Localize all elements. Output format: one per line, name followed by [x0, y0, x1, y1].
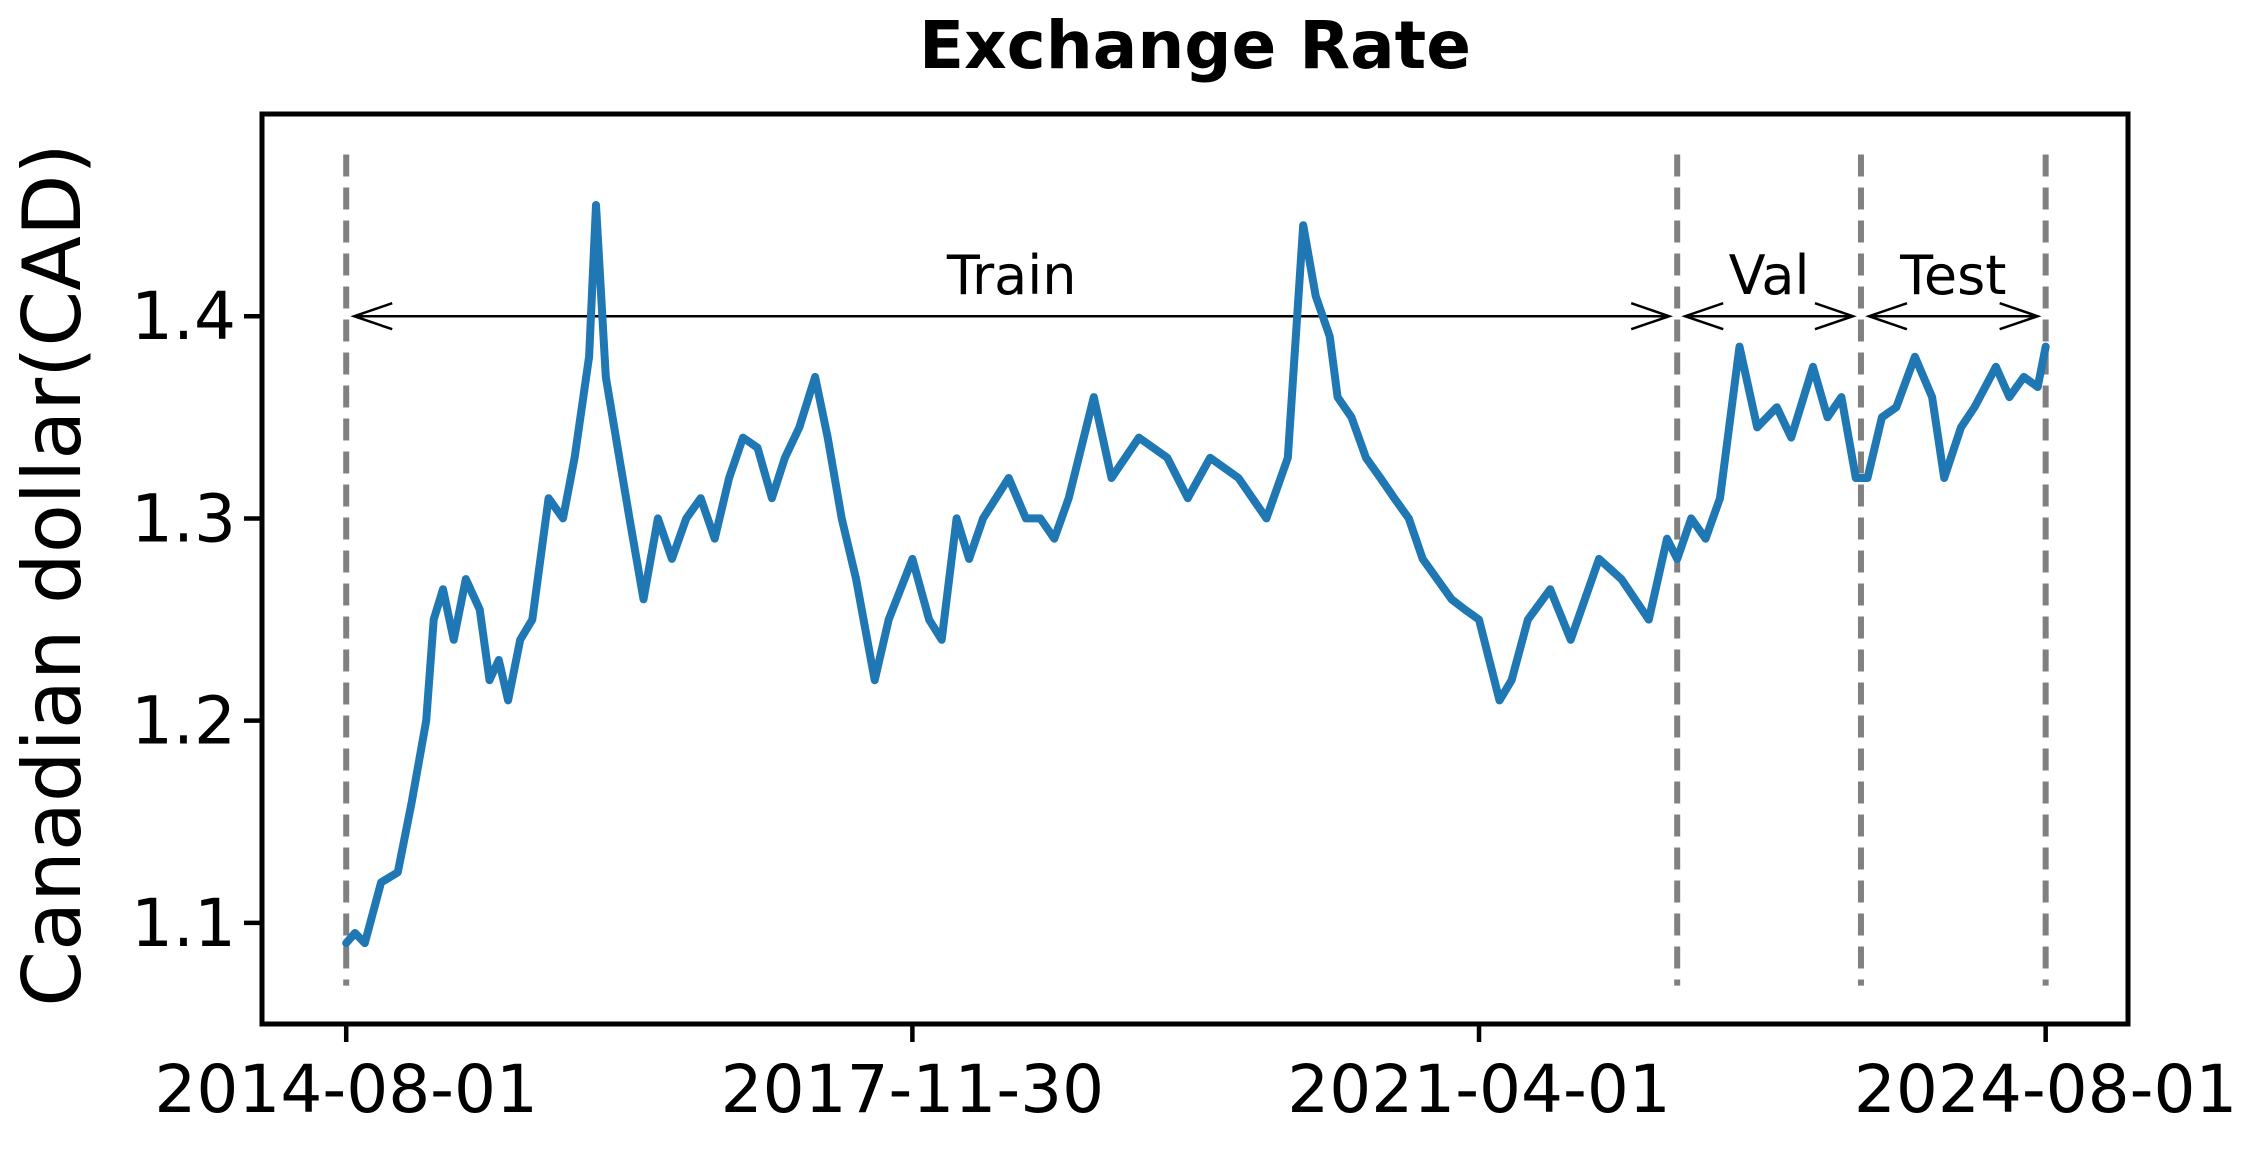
- x-tick-label: 2024-08-01: [1854, 1051, 2238, 1128]
- series-line-0: [342, 201, 2050, 948]
- y-tick-label: 1.1: [131, 885, 236, 962]
- x-tick-label: 2017-11-30: [721, 1051, 1105, 1128]
- y-tick-label: 1.3: [131, 480, 236, 557]
- series-layer: [342, 201, 2050, 948]
- split-arrowhead-right-val: [1814, 302, 1857, 331]
- x-tick-label: 2021-04-01: [1287, 1051, 1671, 1128]
- y-tick-label: 1.2: [131, 683, 236, 760]
- chart-title: Exchange Rate: [919, 7, 1471, 84]
- split-arrowhead-left-test: [1865, 302, 1908, 331]
- split-label-val: Val: [1729, 244, 1810, 307]
- split-layer: Train Val Test: [343, 154, 2049, 986]
- split-label-train: Train: [946, 244, 1077, 307]
- x-tick-label: 2014-08-01: [154, 1051, 538, 1128]
- split-arrowhead-right-test: [1999, 302, 2042, 331]
- split-arrowhead-right-train: [1630, 302, 1674, 331]
- x-axis: 2014-08-01 2017-11-30 2021-04-01 2024-08-01: [154, 1024, 2237, 1128]
- y-axis-label: Canadian dollar(CAD): [6, 143, 99, 1006]
- plot-frame: [259, 111, 2131, 1027]
- y-tick-label: 1.4: [131, 278, 236, 355]
- split-arrowhead-left-val: [1681, 302, 1724, 331]
- y-axis: 1.1 1.2 1.3 1.4: [131, 278, 262, 962]
- split-label-test: Test: [1899, 244, 2006, 307]
- split-arrowhead-left-train: [350, 302, 393, 331]
